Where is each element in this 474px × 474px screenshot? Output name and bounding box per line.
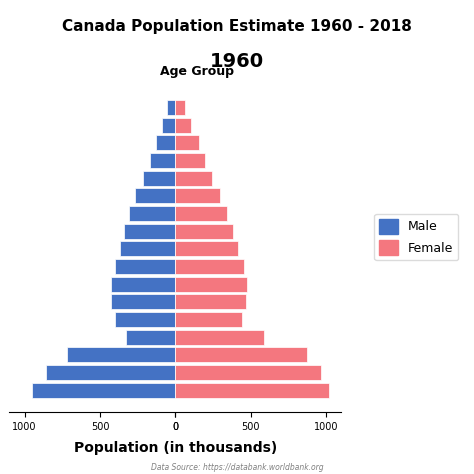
Bar — [175, 259, 244, 274]
Bar — [175, 241, 238, 256]
Bar — [124, 224, 175, 239]
Bar — [32, 383, 175, 398]
Bar — [175, 383, 329, 398]
Bar — [110, 277, 175, 292]
Bar — [175, 329, 264, 345]
Bar — [126, 329, 175, 345]
Bar — [46, 365, 175, 380]
Bar — [175, 347, 307, 362]
Bar — [156, 136, 175, 150]
Text: Data Source: https://databank.worldbank.org: Data Source: https://databank.worldbank.… — [151, 463, 323, 472]
Bar — [162, 118, 175, 133]
Bar — [175, 224, 233, 239]
Bar — [115, 259, 175, 274]
Bar — [175, 188, 220, 203]
Bar — [175, 171, 212, 186]
Bar — [128, 206, 175, 221]
Bar — [175, 136, 199, 150]
Bar — [175, 277, 247, 292]
Bar — [175, 206, 228, 221]
Text: Population (in thousands): Population (in thousands) — [74, 441, 277, 455]
Legend: Male, Female: Male, Female — [374, 214, 458, 260]
Bar — [143, 171, 175, 186]
Bar — [67, 347, 175, 362]
Bar — [115, 312, 175, 327]
Bar — [175, 312, 242, 327]
Text: 1960: 1960 — [210, 52, 264, 71]
Bar — [151, 153, 175, 168]
Text: Canada Population Estimate 1960 - 2018: Canada Population Estimate 1960 - 2018 — [62, 19, 412, 34]
Bar — [175, 294, 246, 310]
Bar — [175, 100, 185, 115]
Text: Age Group: Age Group — [160, 65, 234, 78]
Bar — [175, 365, 321, 380]
Bar — [175, 153, 205, 168]
Bar — [120, 241, 175, 256]
Bar — [167, 100, 175, 115]
Bar — [175, 118, 191, 133]
Bar — [136, 188, 175, 203]
Bar — [110, 294, 175, 310]
